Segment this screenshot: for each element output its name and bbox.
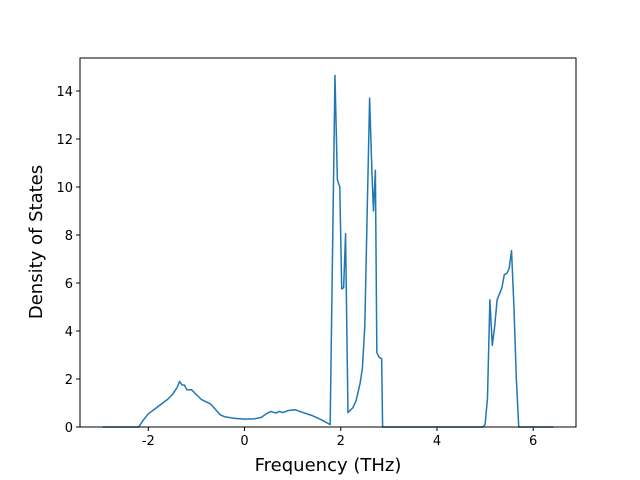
y-tick-label: 0	[65, 421, 73, 436]
x-axis-label: Frequency (THz)	[255, 455, 402, 476]
plot-frame	[79, 57, 577, 428]
y-tick-label: 6	[65, 277, 73, 292]
x-tick-label: 6	[529, 434, 537, 449]
y-axis-label: Density of States	[26, 165, 47, 319]
x-tick-label: 0	[240, 434, 248, 449]
y-tick-label: 10	[56, 181, 73, 196]
y-tick-label: 4	[65, 325, 73, 340]
x-tick-label: -2	[142, 434, 155, 449]
y-tick-label: 12	[56, 133, 73, 148]
y-tick-label: 2	[65, 373, 73, 388]
line-series	[102, 74, 554, 428]
y-tick-label: 14	[56, 85, 73, 100]
x-tick-label: 2	[337, 434, 345, 449]
y-tick-label: 8	[65, 229, 73, 244]
x-tick-label: 4	[433, 434, 441, 449]
